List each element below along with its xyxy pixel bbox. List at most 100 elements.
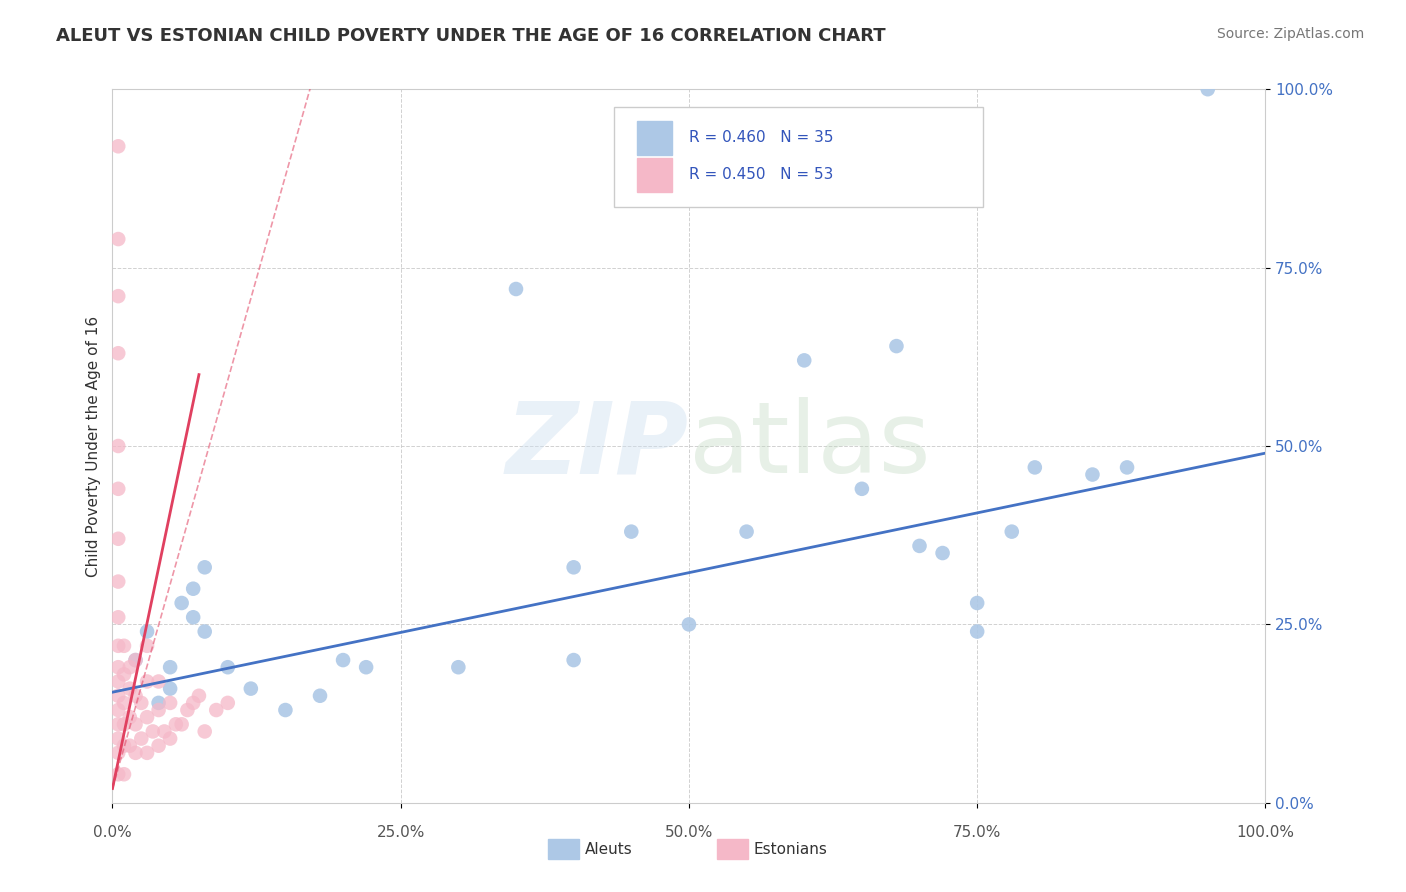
Point	[118, 710, 141, 724]
Point	[136, 746, 159, 760]
Point	[112, 717, 135, 731]
Point	[136, 674, 159, 689]
Point	[107, 746, 129, 760]
Point	[124, 717, 146, 731]
Point	[107, 232, 129, 246]
Point	[136, 639, 159, 653]
Point	[1001, 524, 1024, 539]
Point	[239, 681, 262, 696]
Point	[886, 339, 908, 353]
Point	[107, 767, 129, 781]
Point	[205, 703, 228, 717]
Point	[159, 660, 181, 674]
Point	[107, 674, 129, 689]
Point	[112, 667, 135, 681]
Text: Estonians: Estonians	[754, 842, 828, 856]
Text: 100.0%: 100.0%	[1236, 825, 1295, 840]
Point	[620, 524, 643, 539]
Point	[107, 689, 129, 703]
Point	[354, 660, 377, 674]
Point	[562, 653, 585, 667]
Point	[332, 653, 354, 667]
Point	[165, 717, 187, 731]
Point	[931, 546, 953, 560]
Point	[142, 724, 165, 739]
Point	[107, 639, 129, 653]
Point	[118, 660, 141, 674]
Point	[170, 717, 193, 731]
Text: 75.0%: 75.0%	[953, 825, 1001, 840]
FancyBboxPatch shape	[637, 158, 672, 192]
Point	[107, 717, 129, 731]
Point	[217, 660, 239, 674]
Text: 50.0%: 50.0%	[665, 825, 713, 840]
Point	[124, 653, 146, 667]
Point	[118, 681, 141, 696]
Point	[217, 696, 239, 710]
Text: R = 0.460   N = 35: R = 0.460 N = 35	[689, 130, 834, 145]
Point	[851, 482, 873, 496]
Point	[107, 139, 129, 153]
Y-axis label: Child Poverty Under the Age of 16: Child Poverty Under the Age of 16	[86, 316, 101, 576]
FancyBboxPatch shape	[614, 107, 983, 207]
Point	[159, 681, 181, 696]
Point	[107, 731, 129, 746]
Point	[107, 532, 129, 546]
Point	[194, 624, 217, 639]
Text: R = 0.450   N = 53: R = 0.450 N = 53	[689, 168, 834, 182]
Text: ALEUT VS ESTONIAN CHILD POVERTY UNDER THE AGE OF 16 CORRELATION CHART: ALEUT VS ESTONIAN CHILD POVERTY UNDER TH…	[56, 27, 886, 45]
Point	[908, 539, 931, 553]
Text: 25.0%: 25.0%	[377, 825, 425, 840]
Point	[505, 282, 527, 296]
Point	[181, 582, 204, 596]
Point	[124, 689, 146, 703]
Text: Aleuts: Aleuts	[585, 842, 633, 856]
Point	[966, 596, 988, 610]
Point	[136, 624, 159, 639]
FancyBboxPatch shape	[637, 120, 672, 155]
Text: 0.0%: 0.0%	[93, 825, 132, 840]
Point	[107, 439, 129, 453]
Point	[129, 696, 153, 710]
Point	[170, 596, 193, 610]
Point	[112, 739, 135, 753]
Point	[1116, 460, 1139, 475]
Point	[793, 353, 815, 368]
Point	[194, 724, 217, 739]
Point	[1197, 82, 1219, 96]
Point	[148, 739, 170, 753]
Point	[107, 660, 129, 674]
Point	[136, 710, 159, 724]
Point	[148, 703, 170, 717]
Point	[129, 731, 153, 746]
Point	[176, 703, 198, 717]
Point	[194, 560, 217, 574]
Point	[112, 639, 135, 653]
Point	[153, 724, 176, 739]
Point	[107, 610, 129, 624]
Point	[148, 696, 170, 710]
Point	[148, 674, 170, 689]
Text: Source: ZipAtlas.com: Source: ZipAtlas.com	[1216, 27, 1364, 41]
Text: atlas: atlas	[689, 398, 931, 494]
Point	[735, 524, 758, 539]
Point	[274, 703, 297, 717]
Point	[107, 346, 129, 360]
Point	[118, 739, 141, 753]
Point	[112, 767, 135, 781]
Point	[107, 703, 129, 717]
Point	[966, 624, 988, 639]
Point	[678, 617, 700, 632]
Point	[181, 610, 204, 624]
Point	[159, 696, 181, 710]
Point	[159, 731, 181, 746]
Point	[1024, 460, 1046, 475]
Point	[107, 482, 129, 496]
Point	[124, 653, 146, 667]
Point	[124, 746, 146, 760]
Point	[187, 689, 211, 703]
Text: ZIP: ZIP	[506, 398, 689, 494]
Point	[112, 696, 135, 710]
Point	[107, 289, 129, 303]
Point	[107, 574, 129, 589]
